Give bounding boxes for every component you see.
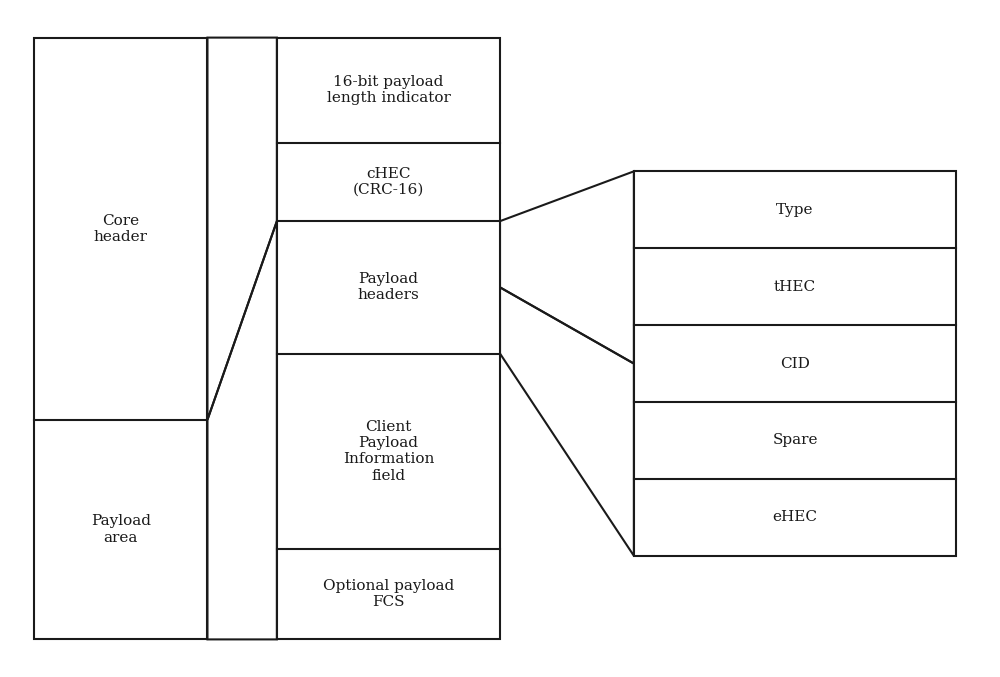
Text: tHEC: tHEC	[774, 280, 816, 294]
Text: Spare: Spare	[772, 433, 818, 447]
Text: Payload
headers: Payload headers	[358, 272, 419, 303]
FancyBboxPatch shape	[34, 38, 207, 639]
FancyBboxPatch shape	[277, 38, 500, 639]
Text: Type: Type	[776, 203, 814, 217]
Text: cHEC
(CRC-16): cHEC (CRC-16)	[353, 167, 424, 197]
Text: 16-bit payload
length indicator: 16-bit payload length indicator	[327, 75, 450, 106]
Text: Optional payload
FCS: Optional payload FCS	[323, 579, 454, 609]
Text: eHEC: eHEC	[773, 510, 818, 525]
FancyBboxPatch shape	[634, 171, 956, 556]
Text: Payload
area: Payload area	[91, 515, 151, 545]
Text: Client
Payload
Information
field: Client Payload Information field	[343, 420, 434, 483]
Text: CID: CID	[780, 357, 810, 370]
Text: Core
header: Core header	[94, 213, 148, 244]
